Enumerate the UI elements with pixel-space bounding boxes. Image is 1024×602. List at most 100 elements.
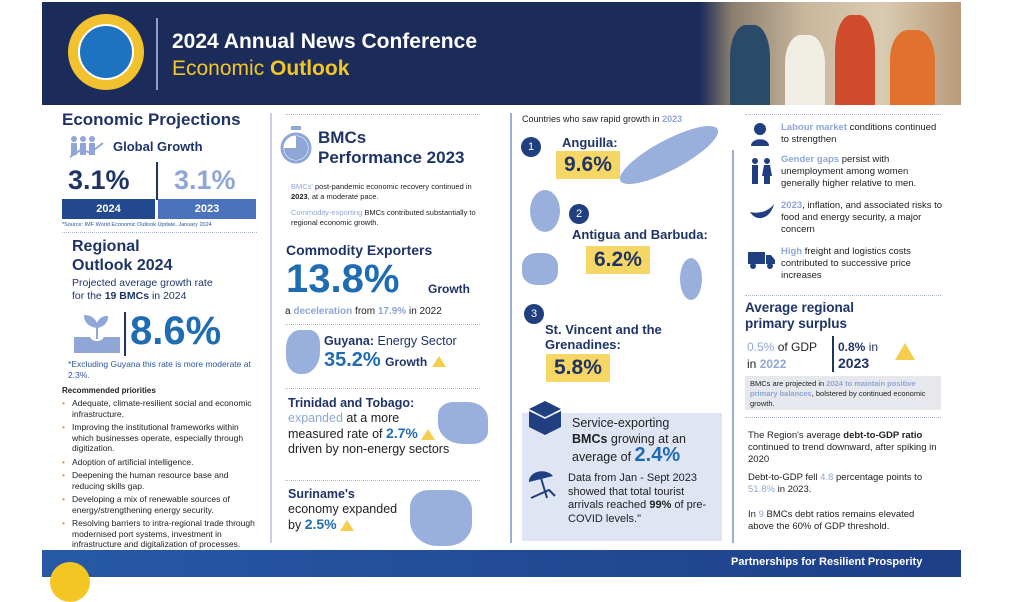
country-value: 5.8%	[546, 354, 610, 382]
footer-tagline: Partnerships for Resilient Prosperity	[731, 556, 923, 568]
hl: 9	[758, 509, 764, 520]
separator	[285, 480, 480, 481]
txt: a	[285, 306, 294, 317]
debt-fell-text: Debt-to-GDP fell 4.8 percentage points t…	[748, 472, 938, 496]
txt: persist with unemployment among women ge…	[781, 154, 917, 189]
surplus-heading: Average regional primary surplus	[745, 300, 854, 332]
txt: In	[748, 509, 759, 520]
separator	[62, 232, 257, 233]
projection-box: BMCs are projected in 2024 to maintain p…	[745, 376, 941, 410]
heading-line: Outlook 2024	[72, 257, 173, 274]
st-vincent-map	[680, 258, 702, 300]
footer-circle-decoration	[50, 562, 90, 602]
global-divider	[156, 162, 158, 200]
txt: freight and logistics costs contributed …	[781, 246, 911, 281]
up-triangle-icon	[421, 429, 436, 441]
txt: , inflation, and associated risks to foo…	[781, 200, 943, 235]
regional-outlook-heading: Regional Outlook 2024	[72, 237, 172, 275]
recovery-text: BMCs' post-pandemic economic recovery co…	[291, 182, 491, 202]
heading: Suriname's	[288, 487, 355, 501]
hl: 2023	[662, 114, 683, 124]
txt: economy expanded	[288, 502, 398, 516]
hl: 51.8%	[748, 484, 775, 495]
column-divider	[732, 150, 734, 543]
growth-people-icon	[68, 135, 106, 159]
text-line: Projected average growth rate	[72, 277, 213, 289]
gender-icon	[750, 158, 772, 184]
surplus-divider	[832, 336, 834, 372]
year-2023-bar: 2023	[158, 199, 256, 219]
anguilla-map	[613, 115, 725, 195]
bmc-performance-heading: BMCs Performance 2023	[318, 128, 464, 168]
txt: The Region's average	[748, 430, 844, 441]
commodity-growth-value: 13.8%	[286, 257, 400, 301]
bold: 2023	[291, 192, 308, 201]
priorities-heading: Recommended priorities	[62, 386, 156, 395]
country-value: 9.6%	[556, 151, 620, 179]
banana-icon	[749, 202, 775, 222]
hl: 17.9%	[377, 306, 407, 317]
sur-value: 2.5%	[304, 516, 337, 532]
txt: in 2022	[406, 306, 442, 317]
txt: in 2023.	[774, 484, 812, 495]
text-part: for the	[72, 290, 105, 302]
txt: growing at an average of	[572, 432, 686, 464]
txt: Data from Jan - Sept 2023 showed that to…	[568, 472, 698, 511]
txt: at a more measured rate of	[288, 411, 400, 441]
growth-label: Growth	[385, 355, 428, 369]
guyana-value: 35.2%	[324, 349, 381, 371]
conference-title: 2024 Annual News Conference	[172, 30, 477, 53]
up-triangle-icon	[431, 356, 446, 368]
beach-umbrella-icon	[527, 470, 557, 500]
regional-divider	[124, 312, 126, 356]
hl: Commodity-exporting	[291, 208, 363, 217]
hl: Gender gaps	[781, 154, 840, 165]
services-value: 2.4%	[634, 444, 681, 466]
global-growth-label: Global Growth	[113, 139, 203, 154]
bold: 0.8%	[838, 340, 866, 354]
column-divider	[510, 113, 512, 543]
txt: in	[747, 357, 760, 371]
separator	[285, 324, 480, 325]
economic-projections-heading: Economic Projections	[62, 110, 241, 129]
surplus-2022: 0.5% of GDP in 2022	[747, 339, 817, 373]
text-bold: 19 BMCs	[104, 290, 150, 302]
hl: 0.5%	[747, 340, 775, 354]
txt: BMCs contributed substantially to region…	[291, 208, 476, 227]
regional-growth-value: 8.6%	[130, 309, 222, 353]
txt: Debt-to-GDP fell	[748, 472, 821, 483]
commodity-exporters-heading: Commodity Exporters	[286, 242, 433, 258]
suriname-text: Suriname's economy expanded by 2.5%	[288, 487, 397, 533]
worker-icon	[750, 122, 770, 146]
antigua-map	[522, 253, 558, 285]
country-name: St. Vincent and the Grenadines:	[545, 322, 662, 352]
txt: by	[288, 518, 305, 532]
debt-trend-text: The Region's average debt-to-GDP ratio c…	[748, 430, 938, 466]
priority-item: Resolving barriers to intra-regional tra…	[62, 518, 262, 550]
growth-label: Growth	[428, 282, 470, 296]
title-part-bold: Outlook	[270, 57, 350, 80]
rank-badge: 2	[569, 204, 589, 224]
heading-line: Average regional	[745, 300, 855, 315]
hl: 2022	[759, 357, 787, 371]
tt-value: 2.7%	[385, 425, 418, 441]
text-part: in 2024	[149, 290, 187, 302]
txt: percentage points to	[833, 472, 923, 483]
debt-elevated-text: In 9 BMCs debt ratios remains elevated a…	[748, 509, 938, 533]
priority-item: Adoption of artificial intelligence.	[62, 457, 262, 468]
hl: BMCs'	[291, 182, 313, 191]
priority-item: Improving the institutional frameworks w…	[62, 422, 262, 454]
inflation-text: 2023, inflation, and associated risks to…	[781, 200, 946, 236]
hl: 2024 to maintain positive primary balanc…	[750, 379, 916, 398]
global-2024-value: 3.1%	[68, 165, 130, 195]
priorities-list: Adequate, climate-resilient social and e…	[62, 398, 262, 553]
txt: continued to trend downward, after spiki…	[748, 442, 937, 465]
projected-text: Projected average growth rate for the 19 …	[72, 277, 262, 303]
footer-bar	[42, 550, 961, 577]
txt: Energy Sector	[374, 334, 457, 348]
hl: 2023	[781, 200, 803, 211]
bold: Guyana:	[324, 334, 375, 348]
up-triangle-icon	[895, 343, 915, 360]
title-part: Economic	[172, 57, 271, 80]
hl: High	[781, 246, 803, 257]
